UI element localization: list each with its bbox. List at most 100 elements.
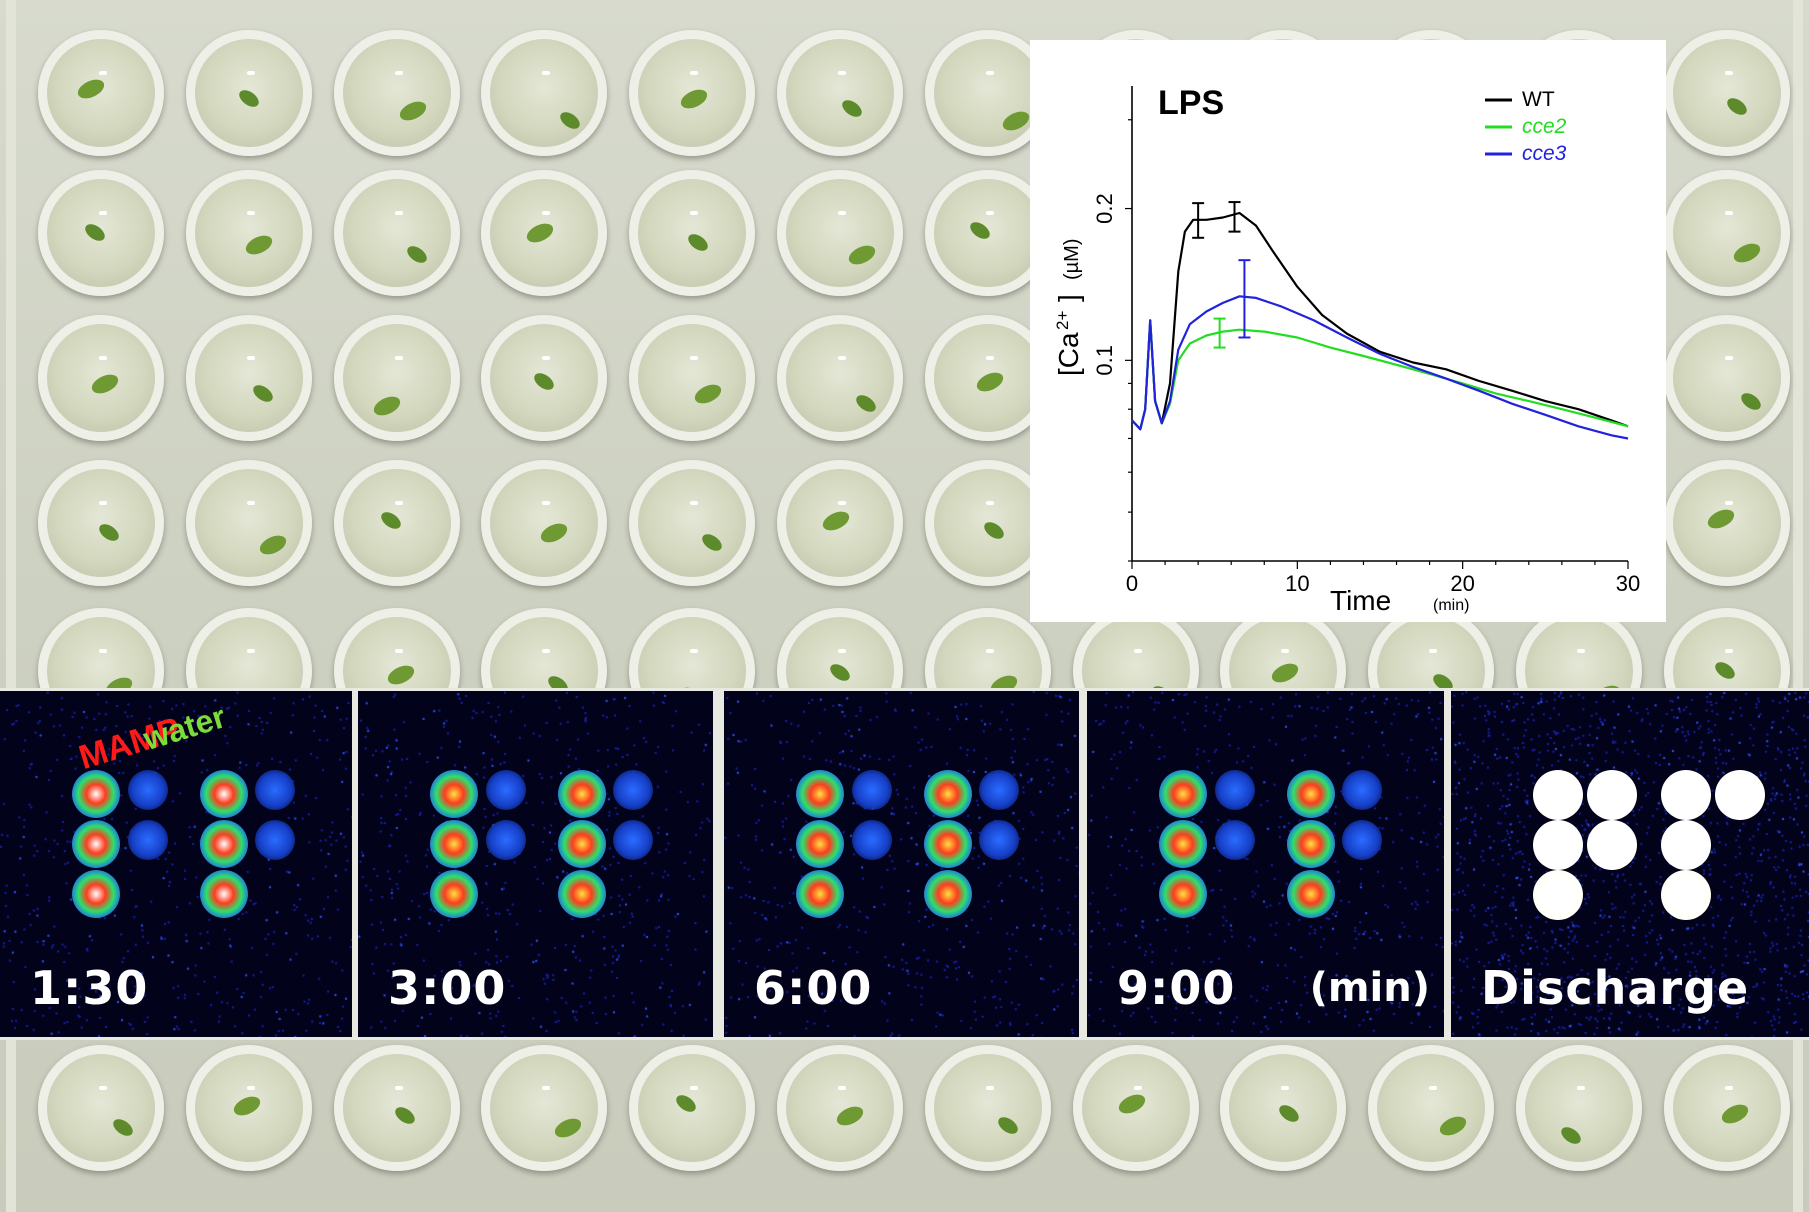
well-glare [394,501,403,505]
water-spot [613,770,653,810]
plate-well [333,30,460,156]
water-spot [255,770,295,810]
chart-axes [1125,86,1629,569]
seedling [236,86,262,111]
frame-3-00: 3:00 [358,691,713,1037]
water-spot [1342,820,1382,860]
seedling [250,381,276,406]
seedling [1437,1112,1470,1140]
seedling [370,392,403,420]
well-glare [1724,71,1733,75]
x-tick-label: 30 [1616,571,1640,596]
well-glare [690,71,699,75]
well-glare [246,1086,255,1090]
seedling [833,1102,867,1130]
water-spot [1215,820,1255,860]
frame-time-label: Discharge [1481,961,1750,1015]
well-glare [542,501,551,505]
frame-time-label: 6:00 [754,961,873,1015]
seedling [1704,505,1737,533]
well-glare [985,649,994,653]
well-glare [542,71,551,75]
plate-well [185,315,312,441]
luminescence-spot [1661,820,1711,870]
luminescence-spot [430,820,478,868]
well-glare [690,356,699,360]
luminescence-spot [1159,820,1207,868]
plate-well [777,460,903,586]
luminescence-spot [200,870,248,918]
well-glare [1429,1086,1438,1090]
well-glare [99,649,107,653]
seedling [827,660,853,685]
well-glare [394,649,403,653]
well-glare [99,211,107,215]
well-glare [542,649,551,653]
well-glare [246,71,255,75]
legend-label: cce2 [1522,115,1567,138]
seedling [1115,1090,1148,1118]
seedling [1558,1123,1584,1148]
luminescence-spot [924,770,972,818]
y-tick-label: 0.1 [1092,345,1117,376]
seedling [839,96,865,121]
luminescence-spot [796,870,844,918]
seedling [74,75,108,103]
y-axis-label: [Ca [1053,332,1084,376]
plate-well [1663,30,1790,156]
plate-well [481,30,608,156]
seedling [256,531,289,559]
well-glare [985,211,994,215]
water-spot [255,820,295,860]
seedling [391,1103,418,1128]
luminescence-spot [558,770,606,818]
luminescence-spot [430,870,478,918]
series-line-cce3 [1131,295,1629,440]
seedling [1269,659,1302,687]
well-glare [542,211,551,215]
plate-rim [6,0,1803,1212]
plate-well [481,1045,608,1171]
plate-well [481,170,608,296]
well-glare [246,211,255,215]
plate-well [777,315,903,441]
well-glare [985,501,994,505]
well-glare [1281,1086,1290,1090]
well-glare [1724,1086,1733,1090]
well-glare [1577,649,1585,653]
luminescence-spot [1661,870,1711,920]
luminescence-spot [72,770,120,818]
plate-well [629,315,756,441]
noise-background [724,691,1079,1037]
luminescence-spot [1533,870,1583,920]
chart-title: LPS [1158,84,1224,122]
x-axis-label: Time [1330,585,1391,616]
well-glare [99,356,107,360]
plate-well [185,460,312,586]
plate-well [924,30,1051,156]
seedling [96,520,122,545]
luminescence-spot [72,870,120,918]
seedling [1738,389,1764,414]
luminescence-spot [1715,770,1765,820]
frame-1-30: MAMP water 1:30 [0,691,352,1037]
seedling [377,508,404,533]
luminescence-spot [1287,820,1335,868]
x-tick-label: 20 [1450,571,1474,596]
seedling [999,107,1032,135]
well-glare [1281,649,1290,653]
well-glare [99,501,107,505]
water-spot [128,770,168,810]
luminescence-spot [1159,770,1207,818]
well-glare [1724,211,1733,215]
well-glare [246,501,255,505]
seedling [819,507,853,535]
noise-background [358,691,713,1037]
well-glare [394,356,403,360]
frame-time-label: 3:00 [388,961,507,1015]
seedling [685,230,711,255]
seedling [82,220,108,245]
seedling [1276,1101,1303,1126]
seedling [396,97,429,125]
well-glare [690,1086,699,1090]
